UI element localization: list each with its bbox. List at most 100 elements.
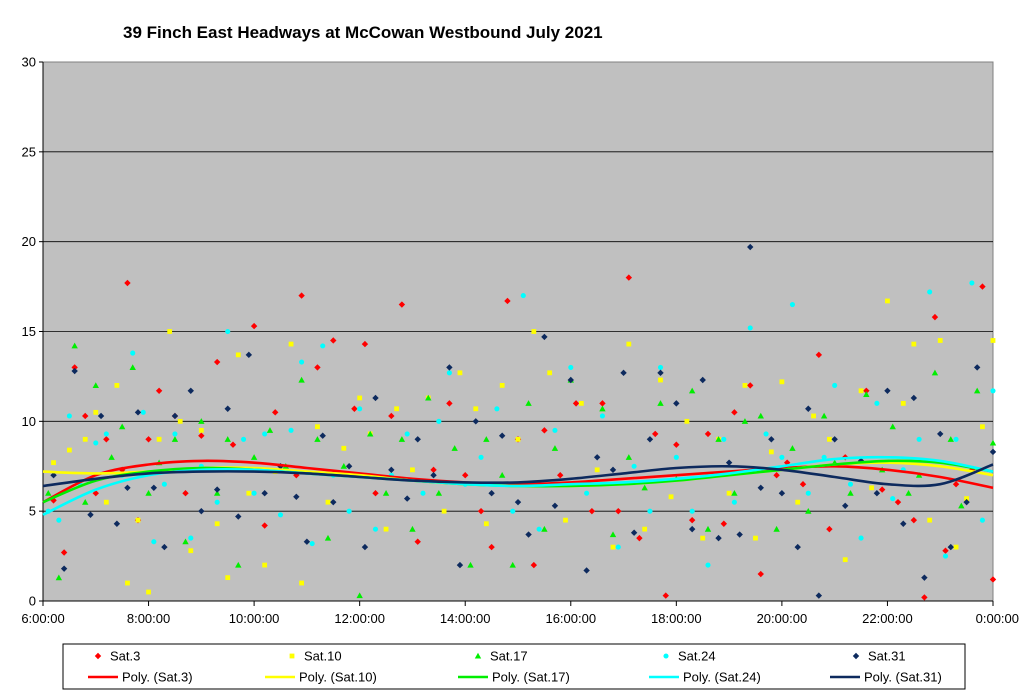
data-point [795,499,801,505]
data-point [563,517,568,523]
data-point [646,436,654,443]
x-tick-label: 6:00:00 [21,611,64,626]
data-point [272,409,279,416]
data-point [989,439,997,446]
data-point [842,557,848,563]
data-point [430,466,437,474]
data-point [583,567,590,574]
data-point [103,431,109,437]
data-point [55,574,63,581]
data-point [145,436,152,443]
x-tick-label: 22:00:00 [862,611,913,626]
series-sat-17 [45,342,997,599]
data-point [261,490,268,497]
data-point [488,543,495,551]
data-point [900,520,907,527]
data-point [409,525,416,532]
data-point [462,472,469,479]
data-point [414,436,421,443]
data-point [720,520,728,527]
data-point [188,548,194,554]
data-point [931,369,939,376]
data-point [953,544,959,550]
data-point [357,406,363,412]
data-point [314,436,321,442]
data-point [958,502,965,509]
data-point [372,394,379,402]
data-point [699,376,706,384]
data-point [905,490,912,496]
data-point [609,466,617,474]
x-tick-label: 12:00:00 [334,611,385,626]
data-point [93,409,99,415]
chart-title: 39 Finch East Headways at McCowan Westbo… [123,23,603,42]
data-point [599,400,606,407]
data-point [610,544,616,550]
data-point [900,400,906,406]
data-point [441,508,447,514]
data-point [805,405,812,412]
data-point [182,490,189,497]
data-point [140,409,146,415]
data-point [863,387,870,394]
data-point [842,502,849,509]
data-point [953,436,959,442]
data-point [704,525,712,532]
data-point [736,531,743,538]
data-point [541,525,548,532]
data-point [731,499,737,505]
data-point [124,484,131,492]
data-point [757,484,764,492]
data-point [547,370,553,376]
data-point [990,388,996,394]
data-point [688,516,696,524]
data-point [161,543,168,551]
data-point [330,337,337,344]
data-point [625,274,633,281]
data-point [931,313,939,321]
data-point [557,472,564,479]
data-point [235,352,241,358]
data-point [135,517,141,523]
data-point [525,531,532,538]
data-point [636,534,643,542]
data-point [568,364,574,370]
data-point [446,364,453,371]
y-tick-label: 0 [29,594,36,609]
data-point [630,529,638,536]
data-point [588,507,596,515]
data-point [456,561,464,569]
data-point [93,440,99,446]
data-point [71,367,78,375]
data-point [668,494,674,500]
data-point [536,526,542,532]
y-tick-label: 10 [22,414,36,429]
data-point [388,466,395,474]
data-point [805,507,812,514]
data-point [251,490,257,496]
data-point [688,387,696,394]
data-point [652,430,659,438]
data-point [731,490,738,496]
data-point [820,412,828,419]
data-point [425,394,432,401]
data-point [504,297,511,305]
data-point [863,391,870,397]
data-point [942,547,949,554]
data-point [240,436,247,442]
data-point [436,418,442,424]
data-point [356,592,363,599]
data-point [689,508,695,514]
data-point [510,508,516,514]
x-tick-label: 8:00:00 [127,611,170,626]
data-point [483,436,490,442]
data-point [773,472,780,479]
data-point [721,436,727,442]
data-point [525,400,532,406]
data-point [87,511,94,518]
data-point [515,436,521,442]
data-point [494,406,500,412]
data-point [213,486,221,493]
data-point [815,592,823,599]
data-point [725,459,733,466]
